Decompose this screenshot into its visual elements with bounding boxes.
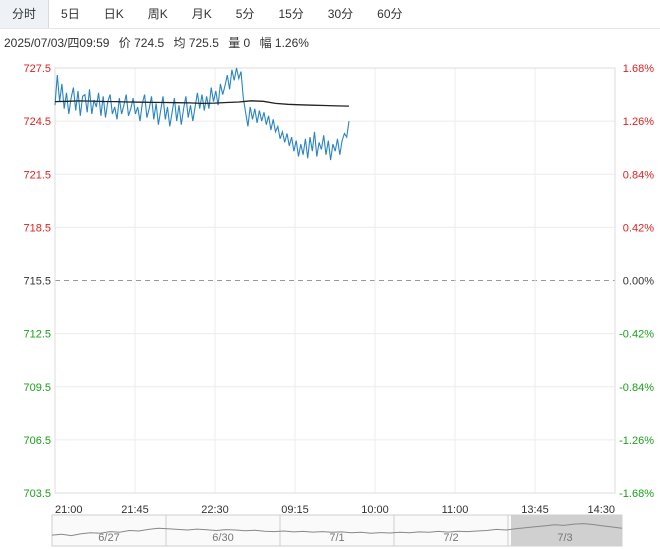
tab-7[interactable]: 30分 <box>327 7 354 21</box>
pct-tick-label: -1.68% <box>619 488 654 500</box>
pct-tick-label: 1.68% <box>623 63 654 75</box>
pct-tick-label: 0.00% <box>623 276 654 288</box>
mini-day-label: 6/27 <box>98 532 119 544</box>
tab-5[interactable]: 5分 <box>235 7 255 21</box>
x-tick-label: 11:00 <box>442 504 469 516</box>
tab-6[interactable]: 15分 <box>278 7 304 21</box>
mini-day-label: 7/1 <box>329 532 344 544</box>
info-avg: 均 725.5 <box>173 36 219 50</box>
mini-day-label: 7/2 <box>443 532 458 544</box>
plot-frame <box>54 67 616 494</box>
pct-tick-label: -0.84% <box>619 382 654 394</box>
mini-selected-range <box>511 515 622 546</box>
x-tick-label: 22:30 <box>201 504 229 516</box>
y-tick-label: 724.5 <box>23 116 51 128</box>
price-line <box>54 67 350 161</box>
y-tick-label: 703.5 <box>23 488 51 500</box>
pct-tick-label: 0.84% <box>623 169 654 181</box>
pct-tick-label: -1.26% <box>619 435 654 447</box>
tab-3[interactable]: 周K <box>147 7 168 21</box>
y-tick-label: 718.5 <box>23 222 51 234</box>
x-tick-label: 21:00 <box>55 504 83 516</box>
tab-0[interactable]: 分时 <box>0 0 50 28</box>
mini-day-label: 6/30 <box>212 532 233 544</box>
y-tick-label: 715.5 <box>23 276 51 288</box>
tab-2[interactable]: 日K <box>103 7 124 21</box>
avg-line <box>54 100 350 107</box>
x-tick-label: 10:00 <box>361 504 389 516</box>
mini-line <box>51 523 623 537</box>
y-tick-label: 721.5 <box>23 169 51 181</box>
pct-tick-label: 1.26% <box>623 116 654 128</box>
y-tick-label: 727.5 <box>23 63 51 75</box>
x-tick-label: 14:30 <box>587 504 615 516</box>
pct-tick-label: 0.42% <box>623 222 654 234</box>
tab-8[interactable]: 60分 <box>377 7 403 21</box>
x-tick-label: 09:15 <box>281 504 309 516</box>
info-volume: 量 0 <box>228 36 251 50</box>
x-tick-label: 13:45 <box>521 504 549 516</box>
mini-day-label: 7/3 <box>557 532 572 544</box>
pct-tick-label: -0.42% <box>619 329 654 341</box>
info-price: 价 724.5 <box>118 36 165 50</box>
tab-4[interactable]: 月K <box>191 7 212 21</box>
y-tick-label: 709.5 <box>23 382 51 394</box>
y-tick-label: 712.5 <box>23 329 51 341</box>
tab-1[interactable]: 5日 <box>61 7 80 21</box>
info-change: 幅 1.26% <box>259 36 309 50</box>
info-datetime: 2025/07/03/四09:59 <box>4 36 110 50</box>
info-bar: 2025/07/03/四09:59 价 724.5 均 725.5 量 0 幅 … <box>4 34 315 51</box>
x-tick-label: 21:45 <box>121 504 149 516</box>
y-tick-label: 706.5 <box>23 435 51 447</box>
period-tabs: 分时 5日 日K 周K 月K 5分 15分 30分 60分 <box>0 0 660 29</box>
